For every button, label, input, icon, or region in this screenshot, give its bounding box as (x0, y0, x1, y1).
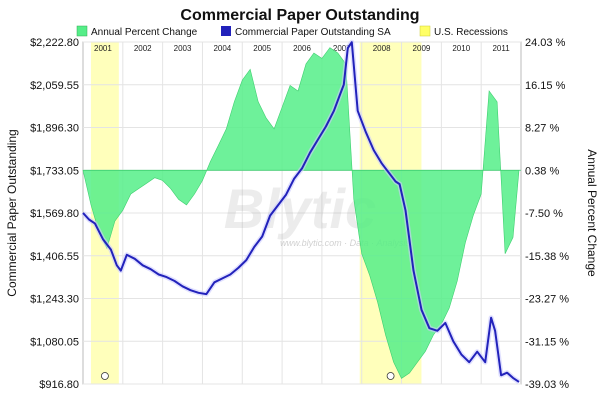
right-tick-6: -15.38 % (525, 251, 569, 263)
left-axis-ticks: $2,222.80 $2,059.55 $1,896.30 $1,733.05 $1,5… (30, 37, 79, 391)
watermark-tagline: www.blytic.com · Data · Analysis (280, 238, 410, 248)
chart-title: Commercial Paper Outstanding (180, 7, 419, 24)
legend-swatch-us-recessions (419, 25, 431, 37)
year-label-2007: 2007 (333, 44, 351, 53)
year-label-2004: 2004 (213, 44, 231, 53)
right-tick-9: -39.03 % (525, 379, 569, 391)
year-labels: 2001 2002 2003 2004 2005 2006 2007 2008 2009 2010… (94, 44, 510, 53)
legend: Annual Percent Change Commercial Paper O… (76, 25, 508, 38)
year-label-2010: 2010 (452, 44, 470, 53)
year-label-2008: 2008 (373, 44, 391, 53)
annual-change-area (82, 47, 520, 379)
year-label-2002: 2002 (134, 44, 152, 53)
left-tick-3: $1,896.30 (30, 123, 79, 135)
right-axis-ticks: 24.03 % 16.15 % 8.27 % 0.38 % -7.50 % -15.38 … (525, 37, 569, 391)
right-tick-3: 8.27 % (525, 123, 559, 135)
year-label-2009: 2009 (413, 44, 431, 53)
year-label-2011: 2011 (492, 44, 510, 53)
y-axis-left-title: Commercial Paper Outstanding (5, 129, 19, 296)
legend-label-commercial-paper-sa: Commercial Paper Outstanding SA (235, 27, 391, 38)
cp-outstanding-layer (81, 39, 521, 384)
year-label-2005: 2005 (253, 44, 271, 53)
legend-swatch-annual-percent-change (76, 25, 88, 37)
right-tick-7: -23.27 % (525, 294, 569, 306)
legend-label-annual-percent-change: Annual Percent Change (91, 27, 198, 38)
right-tick-1: 24.03 % (525, 37, 566, 49)
right-tick-5: -7.50 % (525, 208, 563, 220)
year-label-2001: 2001 (94, 44, 112, 53)
y-axis-right-title: Annual Percent Change (585, 149, 599, 277)
left-tick-7: $1,243.30 (30, 294, 79, 306)
right-tick-2: 16.15 % (525, 80, 566, 92)
right-tick-4: 0.38 % (525, 165, 559, 177)
right-tick-8: -31.15 % (525, 336, 569, 348)
left-tick-5: $1,569.80 (30, 208, 79, 220)
left-tick-4: $1,733.05 (30, 165, 79, 177)
year-label-2003: 2003 (174, 44, 192, 53)
left-tick-6: $1,406.55 (30, 251, 79, 263)
left-tick-2: $2,059.55 (30, 80, 79, 92)
watermark-logo: Blytic (224, 177, 377, 240)
recession-marker-2 (386, 372, 395, 380)
year-label-2006: 2006 (293, 44, 311, 53)
watermark: Blytic www.blytic.com · Data · Analysis (224, 177, 411, 248)
left-tick-1: $2,222.80 (30, 37, 79, 49)
legend-label-us-recessions: U.S. Recessions (434, 27, 508, 38)
left-tick-9: $916.80 (39, 379, 79, 391)
recession-marker-1 (101, 372, 109, 380)
cp-outstanding-line (82, 41, 520, 383)
legend-swatch-commercial-paper-sa (221, 26, 231, 36)
left-tick-8: $1,080.05 (30, 336, 79, 348)
